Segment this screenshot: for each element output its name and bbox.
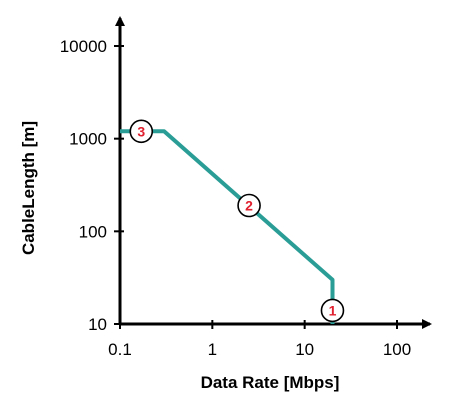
marker-circle: [129, 119, 154, 144]
marker-label: 2: [245, 198, 253, 214]
marker-circle: [320, 298, 345, 323]
axes: [115, 16, 432, 329]
x-tick-label: 100: [383, 340, 411, 359]
x-axis-title: Data Rate [Mbps]: [201, 373, 340, 392]
markers: 3 2 1: [129, 119, 345, 323]
ticks: 0.1 1 10 100 10 100 1000 10000: [60, 37, 411, 359]
y-tick-label: 100: [79, 222, 107, 241]
y-tick-label: 10000: [60, 37, 107, 56]
x-tick-label: 0.1: [108, 340, 132, 359]
marker-label: 1: [329, 302, 337, 318]
series-line: [120, 129, 335, 324]
marker-1: 1: [320, 298, 345, 323]
x-tick-label: 10: [295, 340, 314, 359]
marker-2: 2: [237, 193, 261, 218]
x-tick-label: 1: [208, 340, 217, 359]
y-tick-label: 1000: [69, 130, 107, 149]
marker-label: 3: [137, 123, 145, 139]
y-tick-label: 10: [88, 315, 107, 334]
plot-area: [120, 129, 335, 324]
marker-circle: [237, 193, 261, 218]
marker-3: 3: [129, 119, 154, 144]
y-axis-title: CableLength [m]: [19, 121, 38, 255]
